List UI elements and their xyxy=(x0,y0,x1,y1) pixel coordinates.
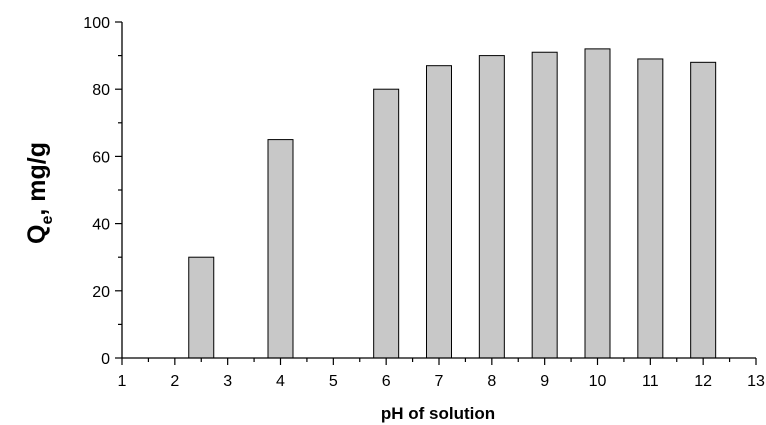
y-axis-title-main: Q xyxy=(23,225,51,244)
y-axis-title: Qe, mg/g xyxy=(23,142,56,244)
y-tick-label: 0 xyxy=(101,351,110,368)
bar-ph-10 xyxy=(584,48,611,359)
y-tick-label: 60 xyxy=(92,149,110,166)
bar-ph-12 xyxy=(690,61,717,359)
x-tick-label: 5 xyxy=(329,373,338,390)
bar-ph-2.5 xyxy=(188,256,215,359)
x-tick-label: 1 xyxy=(118,373,127,390)
y-tick-label: 100 xyxy=(83,15,110,32)
x-tick-label: 12 xyxy=(694,373,712,390)
x-tick-label: 13 xyxy=(747,373,765,390)
x-tick-label: 8 xyxy=(487,373,496,390)
x-axis-title: pH of solution xyxy=(381,404,495,423)
x-tick-label: 4 xyxy=(276,373,285,390)
x-tick-label: 11 xyxy=(642,373,659,390)
y-axis-title-rest: , mg/g xyxy=(23,142,51,216)
bar-ph-11 xyxy=(637,58,664,359)
y-axis-ticks: 0 20 40 60 80 100 xyxy=(83,15,122,368)
y-tick-label: 40 xyxy=(92,217,110,234)
x-tick-label: 9 xyxy=(540,373,549,390)
y-tick-label: 80 xyxy=(92,82,110,99)
bars-group xyxy=(188,48,717,359)
x-tick-label: 6 xyxy=(382,373,391,390)
x-axis-ticks: 1 2 3 4 5 6 7 8 9 10 11 12 13 xyxy=(118,358,765,390)
x-tick-label: 7 xyxy=(435,373,444,390)
bar-ph-4 xyxy=(267,139,294,359)
x-tick-label: 3 xyxy=(223,373,232,390)
bar-ph-7 xyxy=(426,65,452,359)
bar-ph-8 xyxy=(478,55,505,359)
x-tick-label: 2 xyxy=(170,373,179,390)
y-axis-title-subscript: e xyxy=(39,216,56,225)
y-tick-label: 20 xyxy=(92,284,110,301)
x-tick-label: 10 xyxy=(589,373,607,390)
bar-ph-6 xyxy=(373,88,400,359)
bar-ph-9 xyxy=(531,51,558,359)
